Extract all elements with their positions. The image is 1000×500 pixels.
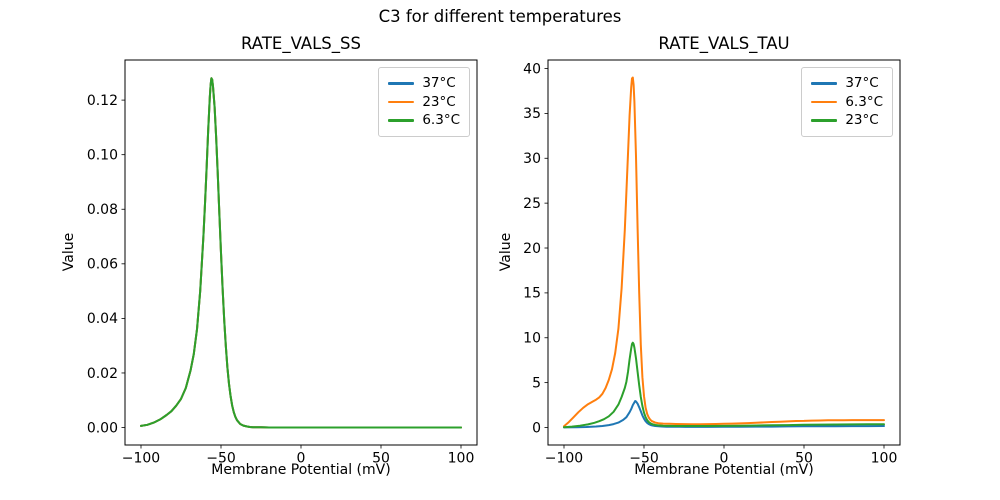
y-tick-label: 20 — [523, 241, 541, 257]
subplot-1: −100 −50 0 50 100 0 5 10 15 20 25 30 35 40 — [523, 59, 901, 467]
y-tick-label: 0.10 — [87, 147, 118, 163]
left-legend: 37°C 23°C 6.3°C — [378, 67, 470, 137]
legend-entry: 37°C — [811, 74, 883, 93]
legend-line-sample — [811, 100, 838, 103]
right-y-axis-label: Value — [498, 232, 514, 272]
x-tick-label: 0 — [720, 451, 729, 467]
axes-frame — [547, 59, 901, 446]
left-x-axis-label: Membrane Potential (mV) — [211, 462, 391, 478]
legend-entry: 6.3°C — [388, 111, 460, 130]
series-line-63C — [563, 76, 885, 428]
series-line-37C — [563, 400, 885, 429]
x-tick-label: 50 — [795, 451, 813, 467]
legend-label: 6.3°C — [845, 93, 883, 110]
right-legend: 37°C 6.3°C 23°C — [801, 67, 893, 137]
x-tick-label: 0 — [297, 451, 306, 467]
legend-label: 23°C — [422, 93, 456, 110]
right-x-axis-label: Membrane Potential (mV) — [634, 462, 814, 478]
axes-frame — [124, 59, 478, 446]
legend-line-sample — [388, 82, 415, 85]
subplot-0: −100 −50 0 50 100 0.00 0.02 0.04 0.06 0.08 0.10 0.1… — [87, 59, 478, 467]
legend-label: 37°C — [845, 75, 879, 92]
legend-entry: 37°C — [388, 74, 460, 93]
left-subplot-title: RATE_VALS_SS — [241, 34, 361, 53]
x-tick-label: −100 — [122, 451, 160, 467]
legend-label: 6.3°C — [422, 112, 460, 129]
legend-entry: 23°C — [811, 111, 883, 130]
y-tick-label: 15 — [523, 286, 541, 302]
y-tick-label: 35 — [523, 106, 541, 122]
x-tick-label: −100 — [545, 451, 583, 467]
x-tick-label: −50 — [629, 451, 659, 467]
x-tick-label: 50 — [372, 451, 390, 467]
y-tick-label: 0 — [532, 420, 541, 436]
y-tick-label: 10 — [523, 331, 541, 347]
legend-line-sample — [811, 119, 838, 122]
x-tick-label: −50 — [206, 451, 236, 467]
legend-label: 23°C — [845, 112, 879, 129]
y-tick-label: 0.02 — [87, 366, 118, 382]
legend-label: 37°C — [422, 75, 456, 92]
y-tick-label: 0.06 — [87, 257, 118, 273]
legend-line-sample — [388, 119, 415, 122]
y-tick-label: 0.08 — [87, 202, 118, 218]
legend-entry: 6.3°C — [811, 93, 883, 112]
series-line-23C — [563, 341, 885, 429]
legend-line-sample — [388, 100, 415, 103]
y-tick-label: 0.12 — [87, 93, 118, 109]
y-tick-label: 0.04 — [87, 311, 118, 327]
right-subplot-title: RATE_VALS_TAU — [658, 34, 790, 53]
x-tick-label: 100 — [871, 451, 898, 467]
y-tick-label: 30 — [523, 151, 541, 167]
left-y-axis-label: Value — [61, 232, 77, 272]
y-tick-label: 40 — [523, 61, 541, 77]
y-tick-label: 0.00 — [87, 420, 118, 436]
figure-suptitle: C3 for different temperatures — [378, 7, 622, 26]
y-tick-label: 5 — [532, 375, 541, 391]
x-tick-label: 100 — [448, 451, 475, 467]
legend-entry: 23°C — [388, 93, 460, 112]
y-tick-label: 25 — [523, 196, 541, 212]
legend-line-sample — [811, 82, 838, 85]
series-line-63C — [140, 77, 462, 429]
